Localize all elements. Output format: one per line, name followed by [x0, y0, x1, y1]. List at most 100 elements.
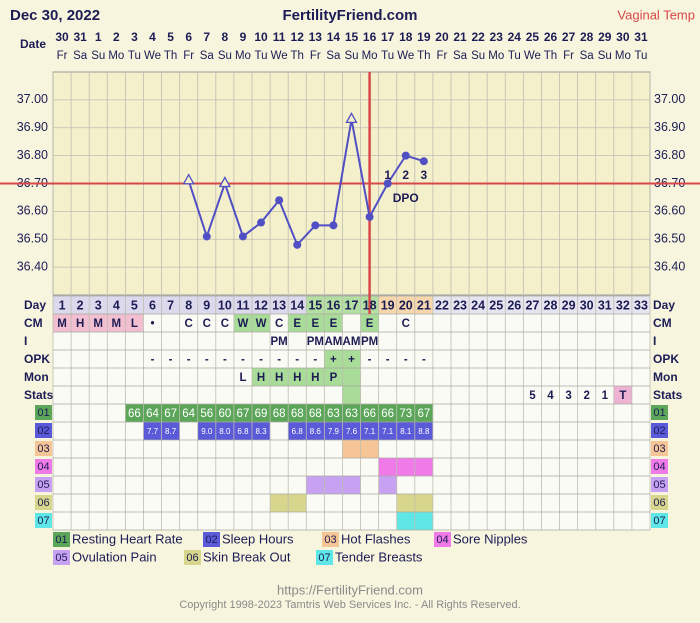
symptom-cell-text: 67	[164, 408, 177, 420]
day-number: 27	[525, 298, 539, 312]
temperature-marker	[202, 232, 211, 241]
day-number: 5	[131, 298, 138, 312]
symptom-cell	[288, 422, 307, 440]
row-label-right: CM	[653, 316, 672, 330]
weekday: Tu	[128, 50, 141, 62]
weekday: Fr	[57, 50, 68, 62]
day-number: 6	[149, 298, 156, 312]
symptom-label-code: 01	[37, 407, 49, 419]
day-number: 15	[308, 298, 322, 312]
temp-type: Vaginal Temp	[617, 7, 695, 22]
date-number: 21	[453, 30, 467, 44]
row-cell-text: -	[223, 354, 227, 366]
weekday: Sa	[326, 50, 341, 62]
row-cell-text: M	[57, 318, 67, 330]
temperature-marker-open	[182, 173, 195, 185]
symptom-cell-text: 69	[255, 408, 268, 420]
row-cell-text: E	[293, 318, 301, 330]
weekday: Sa	[453, 50, 468, 62]
temperature-marker	[419, 157, 428, 166]
row-cell-text: E	[330, 318, 338, 330]
symptom-cell-text: 8.3	[255, 427, 267, 436]
date-number: 19	[417, 30, 431, 44]
symptom-cell	[414, 458, 433, 476]
weekday: We	[144, 50, 161, 62]
symptom-label-right-box	[651, 405, 668, 420]
date-number: 29	[598, 30, 612, 44]
row-cell-text: P	[330, 372, 338, 384]
weekday: Th	[291, 50, 304, 62]
symptom-cell-text: 66	[363, 408, 376, 420]
footer-copyright: Copyright 1998-2023 Tamtris Web Services…	[179, 599, 520, 611]
symptom-cell	[161, 422, 180, 440]
row-cell-text: 2	[583, 390, 589, 402]
date-number: 28	[580, 30, 594, 44]
legend-box	[184, 550, 201, 565]
temperature-marker-open	[345, 112, 358, 124]
symptom-cell	[360, 440, 379, 458]
row-label: CM	[24, 316, 43, 330]
y-tick-label-right: 37.00	[654, 92, 685, 106]
footer-url: https://FertilityFriend.com	[277, 582, 423, 597]
weekday: We	[271, 50, 288, 62]
symptom-cell	[197, 422, 216, 440]
day-number: 13	[272, 298, 286, 312]
date-number: 25	[526, 30, 540, 44]
symptom-label-code: 02	[37, 425, 49, 437]
weekday: Mo	[488, 50, 504, 62]
weekday: Mo	[108, 50, 124, 62]
date-number: 11	[273, 30, 286, 44]
row-cell-text: M	[93, 318, 103, 330]
row-cell-text: PM	[361, 336, 378, 348]
symptom-cell-text: 8.6	[310, 427, 322, 436]
symptom-cell-text: 9.0	[201, 427, 213, 436]
legend-code: 05	[55, 552, 67, 564]
weekday: Su	[344, 50, 358, 62]
date-number: 27	[562, 30, 576, 44]
cell-highlight	[360, 314, 379, 332]
row-label-right: OPK	[653, 352, 679, 366]
legend-name: Resting Heart Rate	[72, 531, 183, 546]
day-number: 26	[507, 298, 521, 312]
date-number: 12	[291, 30, 305, 44]
day-number: 4	[113, 298, 120, 312]
legend-name: Tender Breasts	[335, 549, 423, 564]
temperature-marker	[365, 212, 374, 221]
symptom-label-box	[35, 441, 52, 456]
row-cell-text: W	[256, 318, 267, 330]
symptom-cell-text: 8.1	[400, 427, 412, 436]
symptom-label-right-code: 05	[653, 479, 665, 491]
date-number: 9	[240, 30, 247, 44]
weekday: Th	[164, 50, 177, 62]
weekday: Th	[544, 50, 557, 62]
symptom-cell-text: 8.7	[165, 427, 177, 436]
symptom-cell	[215, 422, 234, 440]
dpo-number: 3	[421, 168, 428, 182]
temperature-marker	[401, 151, 410, 160]
cell-highlight	[613, 386, 632, 404]
row-cell-text: 1	[602, 390, 609, 402]
symptom-cell	[197, 404, 216, 422]
row-label-right: Mon	[653, 370, 678, 384]
symptom-cell-text: 8.8	[418, 427, 430, 436]
symptom-cell	[270, 494, 289, 512]
symptom-label-right-code: 03	[653, 443, 665, 455]
symptom-label-right-code: 04	[653, 461, 665, 473]
temperature-marker	[257, 218, 266, 227]
symptom-cell	[414, 404, 433, 422]
cell-highlight	[53, 314, 144, 332]
date-number: 18	[399, 30, 413, 44]
temperature-marker	[275, 196, 284, 205]
symptom-cell-text: 8.0	[219, 427, 231, 436]
legend-name: Skin Break Out	[203, 549, 291, 564]
legend-name: Sleep Hours	[222, 531, 294, 546]
temperature-marker	[383, 179, 392, 188]
date-number: 10	[254, 30, 268, 44]
date-number: 22	[471, 30, 485, 44]
symptom-cell	[179, 404, 198, 422]
date-number: 4	[149, 30, 156, 44]
row-cell-text: 5	[529, 390, 536, 402]
symptom-label-right-code: 06	[653, 497, 665, 509]
row-cell-text: -	[295, 354, 299, 366]
row-cell-text: AM	[324, 336, 342, 348]
